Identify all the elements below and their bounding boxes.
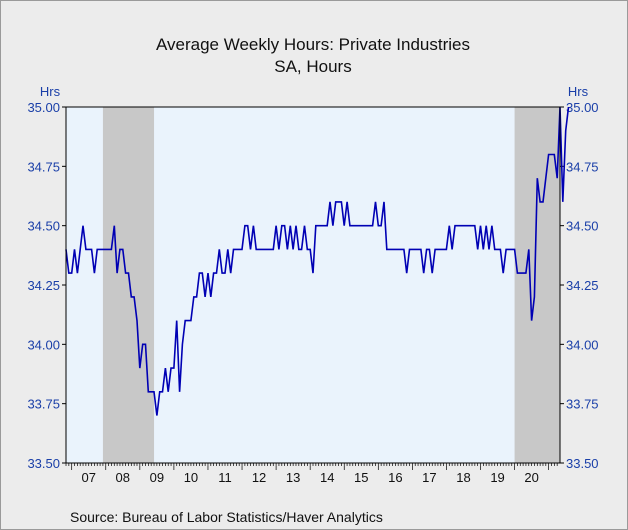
y-left-tick-label: 33.50 [27, 456, 60, 471]
recession-band-1 [514, 107, 560, 463]
right-y-axis: 33.50 33.75 34.00 34.25 34.50 34.75 35.00 [560, 100, 599, 471]
chart-title: Average Weekly Hours: Private Industries [156, 35, 470, 54]
y-left-tick-label: 34.75 [27, 159, 60, 174]
x-tick-label: 13 [286, 470, 300, 485]
y-right-tick-label: 35.00 [566, 100, 599, 115]
recession-shading [102, 107, 560, 463]
x-tick-label: 17 [422, 470, 436, 485]
left-y-axis: 33.50 33.75 34.00 34.25 34.50 34.75 35.00 [27, 100, 66, 471]
y-right-tick-label: 33.50 [566, 456, 599, 471]
y-left-tick-label: 34.50 [27, 219, 60, 234]
x-tick-label: 19 [490, 470, 504, 485]
x-tick-label: 14 [320, 470, 334, 485]
left-axis-unit: Hrs [40, 84, 61, 99]
y-left-tick-label: 35.00 [27, 100, 60, 115]
y-left-tick-label: 34.25 [27, 278, 60, 293]
x-tick-label: 18 [456, 470, 470, 485]
x-axis: 07 08 09 10 11 12 13 14 15 16 17 18 19 20 [65, 463, 558, 485]
x-tick-label: 10 [184, 470, 198, 485]
source-note: Source: Bureau of Labor Statistics/Haver… [70, 509, 383, 525]
y-left-tick-label: 34.00 [27, 337, 60, 352]
x-tick-label: 20 [524, 470, 538, 485]
x-tick-label: 15 [354, 470, 368, 485]
x-tick-label: 09 [150, 470, 164, 485]
y-right-tick-label: 34.50 [566, 219, 599, 234]
y-right-tick-label: 34.25 [566, 278, 599, 293]
series-line-average-weekly-hours [65, 106, 570, 416]
y-left-tick-label: 33.75 [27, 397, 60, 412]
chart-subtitle: SA, Hours [274, 57, 351, 76]
plot-border [65, 106, 561, 464]
right-axis-unit: Hrs [568, 84, 589, 99]
y-right-tick-label: 34.75 [566, 159, 599, 174]
y-right-tick-label: 34.00 [566, 337, 599, 352]
x-tick-label: 08 [116, 470, 130, 485]
x-tick-label: 16 [388, 470, 402, 485]
x-tick-label: 12 [252, 470, 266, 485]
recession-band-0 [102, 107, 155, 463]
x-tick-label: 11 [218, 470, 232, 485]
x-tick-label: 07 [81, 470, 95, 485]
y-right-tick-label: 33.75 [566, 397, 599, 412]
